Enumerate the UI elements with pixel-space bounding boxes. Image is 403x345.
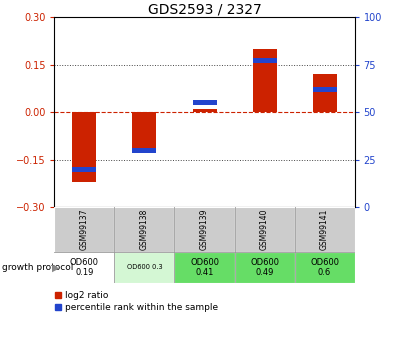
Text: OD600 0.3: OD600 0.3 (127, 264, 162, 270)
Bar (174, 207, 235, 252)
Legend: log2 ratio, percentile rank within the sample: log2 ratio, percentile rank within the s… (55, 291, 218, 313)
Text: GSM99137: GSM99137 (80, 209, 89, 250)
Bar (295, 207, 355, 252)
Bar (114, 207, 174, 252)
Bar (54, 207, 114, 252)
Bar (193, 100, 216, 105)
Text: OD600
0.41: OD600 0.41 (190, 258, 219, 277)
Bar (73, 112, 96, 182)
Text: OD600
0.6: OD600 0.6 (310, 258, 339, 277)
Bar (114, 252, 174, 283)
Text: ▶: ▶ (52, 263, 59, 272)
Text: growth protocol: growth protocol (2, 263, 73, 272)
Bar (174, 252, 235, 283)
Bar (73, 167, 96, 171)
Text: GSM99138: GSM99138 (140, 209, 149, 250)
Text: GSM99141: GSM99141 (320, 209, 329, 250)
Bar (235, 252, 295, 283)
Bar (235, 207, 295, 252)
Text: GSM99140: GSM99140 (260, 209, 269, 250)
Bar (313, 87, 337, 92)
Text: OD600
0.19: OD600 0.19 (70, 258, 99, 277)
Bar (54, 252, 114, 283)
Bar (253, 58, 276, 63)
Title: GDS2593 / 2327: GDS2593 / 2327 (147, 2, 262, 16)
Bar (133, 148, 156, 152)
Text: GSM99139: GSM99139 (200, 209, 209, 250)
Bar (253, 49, 276, 112)
Text: OD600
0.49: OD600 0.49 (250, 258, 279, 277)
Bar (193, 109, 216, 112)
Bar (313, 74, 337, 112)
Bar (295, 252, 355, 283)
Bar (133, 112, 156, 153)
